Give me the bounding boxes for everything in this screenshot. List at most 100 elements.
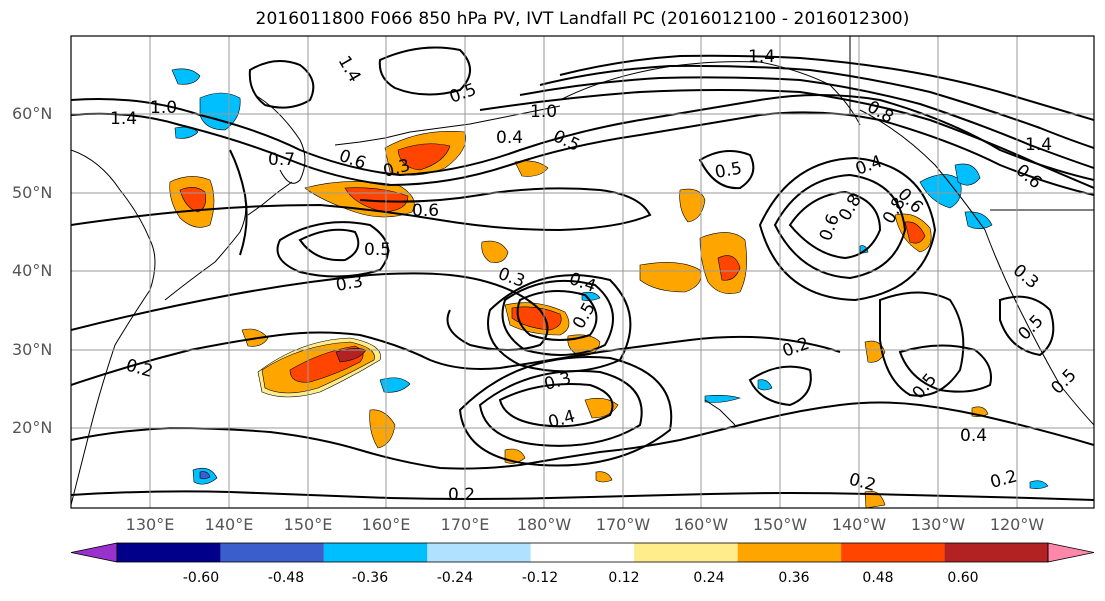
coastline-hawaii	[704, 399, 736, 426]
anomaly-patch	[1029, 480, 1049, 489]
pv-contour	[501, 279, 614, 356]
map-title: 2016011800 F066 850 hPa PV, IVT Landfall…	[255, 9, 910, 29]
colorbar-tick-label: 0.60	[947, 570, 979, 586]
anomaly-patch	[904, 221, 926, 244]
colorbar-tick-label: -0.12	[521, 570, 559, 586]
anomaly-patch	[199, 92, 241, 131]
lon-tick-label: 140°E	[204, 515, 254, 534]
lon-tick-label: 180°W	[516, 515, 572, 534]
map-plot-area: 1.4 1.4 1.0 1.4 0.8 0.7 0.6 0.5 0.3 0.4 …	[71, 36, 1094, 508]
anomaly-patch	[174, 126, 199, 139]
colorbar-tick-label: -0.60	[182, 570, 220, 586]
pv-contour	[71, 331, 841, 386]
lat-tick-label: 40°N	[12, 261, 53, 280]
colorbar	[70, 542, 1095, 563]
shaded-anomalies	[169, 68, 1049, 508]
pv-contours	[71, 46, 1094, 501]
lon-tick-label: 150°E	[283, 515, 333, 534]
pv-contour	[758, 156, 937, 302]
colorbar-swatch	[841, 543, 945, 562]
contour-label: 0.4	[496, 128, 523, 148]
anomaly-patch	[369, 409, 396, 449]
coastline-alaska	[559, 61, 861, 126]
contour-label: 1.4	[1025, 135, 1052, 155]
pv-contour	[71, 490, 1094, 501]
lon-tick-label: 150°W	[752, 515, 808, 534]
pv-contour	[71, 94, 1094, 181]
lat-tick-label: 60°N	[12, 104, 53, 123]
colorbar-tick-label: 0.12	[608, 570, 640, 586]
contour-label: 1.4	[748, 47, 775, 67]
coastlines	[71, 36, 1094, 506]
lon-tick-label: 120°W	[989, 515, 1045, 534]
anomaly-patch	[954, 163, 981, 186]
colorbar-swatch	[323, 543, 428, 562]
pv-contour	[71, 272, 549, 351]
contour-label: 1.0	[150, 98, 177, 118]
colorbar-tick-label: 0.24	[693, 570, 725, 586]
colorbar-swatch	[530, 543, 635, 562]
colorbar-tick-label: 0.48	[862, 570, 894, 586]
anomaly-patch	[639, 262, 702, 293]
anomaly-patch	[581, 291, 601, 301]
colorbar-swatch	[944, 543, 1048, 562]
pv-contour	[748, 365, 812, 407]
lon-tick-label: 170°E	[440, 515, 490, 534]
pv-contour	[516, 290, 598, 341]
lat-tick-label: 20°N	[12, 418, 53, 437]
pv-contour	[539, 64, 1094, 149]
lon-tick-label: 130°E	[125, 515, 175, 534]
graticule	[71, 36, 1094, 508]
colorbar-tick-label: -0.48	[267, 570, 305, 586]
anomaly-patch	[595, 471, 613, 483]
lon-tick-label: 170°W	[595, 515, 651, 534]
anomaly-patch	[171, 68, 201, 85]
lon-tick-label: 160°E	[361, 515, 411, 534]
anomaly-patch	[344, 187, 409, 213]
lat-tick-label: 50°N	[12, 183, 53, 202]
pv-contour	[698, 150, 755, 190]
contour-label: 1.0	[530, 102, 557, 122]
pv-contour	[378, 46, 471, 96]
colorbar-swatch	[220, 543, 324, 562]
anomaly-patch	[584, 398, 619, 419]
pv-contour	[71, 401, 1094, 470]
colorbar-tick-label: -0.24	[436, 570, 474, 586]
pv-contour	[478, 369, 643, 447]
colorbar-frame	[116, 542, 1049, 563]
colorbar-swatch	[427, 543, 531, 562]
pv-contour	[898, 344, 992, 393]
colorbar-extend-high	[1047, 542, 1095, 563]
contour-label: 0.6	[412, 201, 439, 221]
coastline-kuril	[247, 181, 293, 216]
contour-label: 1.4	[110, 109, 137, 129]
anomaly-patch	[397, 143, 451, 171]
pv-contour	[999, 295, 1055, 357]
colorbar-tick-label: -0.36	[351, 570, 389, 586]
pv-contour	[773, 173, 907, 280]
pv-contour	[229, 149, 248, 256]
anomaly-patch	[757, 379, 773, 391]
map-frame	[70, 35, 1095, 509]
pv-contour	[248, 60, 315, 109]
colorbar-tick-label: 0.36	[778, 570, 810, 586]
contour-label: 0.3	[334, 272, 364, 296]
lon-tick-label: 140°W	[831, 515, 887, 534]
anomaly-patch	[704, 395, 742, 403]
pv-contour	[276, 221, 389, 278]
lat-tick-label: 30°N	[12, 340, 53, 359]
contour-label: 0.4	[960, 426, 987, 446]
pv-contour	[479, 89, 1094, 189]
pv-contour	[298, 228, 360, 262]
contour-label: 0.5	[364, 240, 391, 260]
anomaly-patch	[679, 188, 706, 223]
anomaly-patch	[717, 255, 741, 281]
anomaly-patch	[199, 471, 211, 480]
pv-contour	[559, 54, 1094, 121]
pv-contour	[458, 356, 673, 467]
lon-tick-label: 160°W	[673, 515, 729, 534]
pv-contour	[71, 111, 1094, 196]
anomaly-patch	[514, 160, 549, 177]
anomaly-patch	[179, 187, 206, 213]
